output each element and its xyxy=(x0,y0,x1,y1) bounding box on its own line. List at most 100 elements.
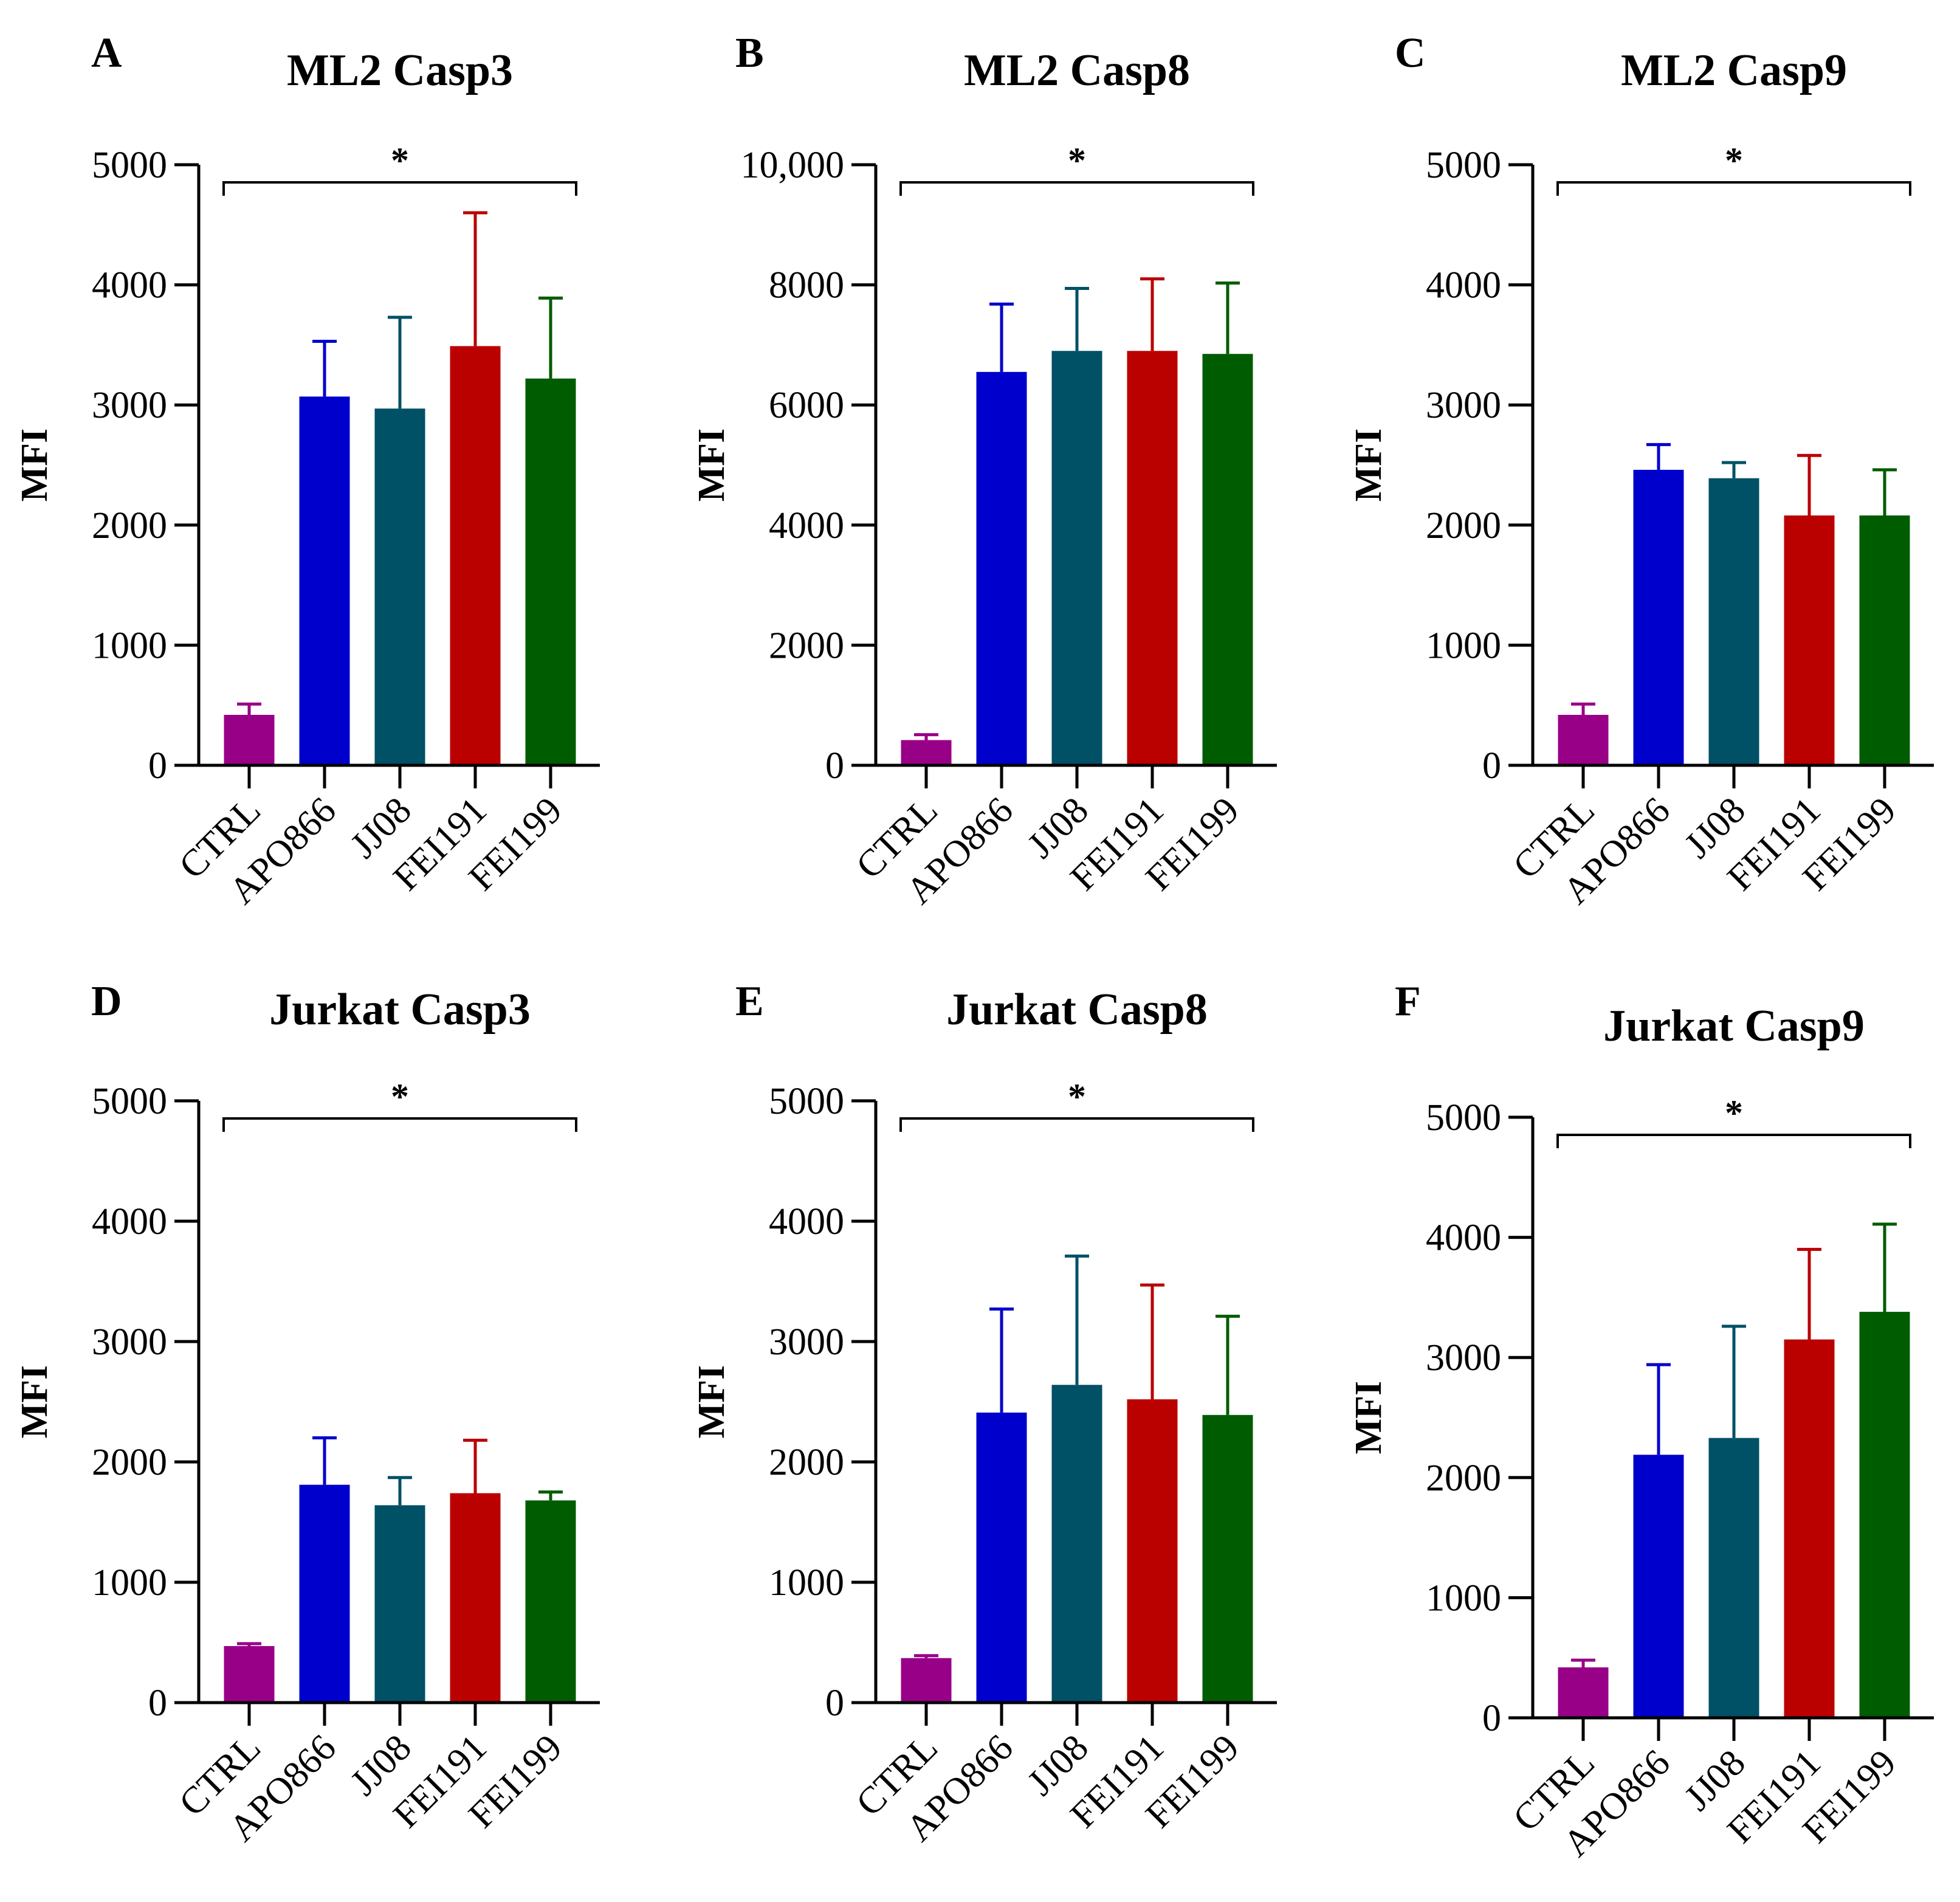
y-axis-label: MFI xyxy=(1348,429,1389,502)
y-tick-label: 3000 xyxy=(769,1321,844,1363)
y-tick-label: 3000 xyxy=(1426,385,1501,426)
panel-letter: D xyxy=(91,978,122,1025)
y-tick-label: 0 xyxy=(1482,745,1501,787)
panel-letter: C xyxy=(1395,30,1426,77)
y-axis-label: MFI xyxy=(14,429,55,502)
y-tick-label: 4000 xyxy=(1426,265,1501,306)
y-tick-label: 1000 xyxy=(1426,625,1501,666)
y-tick-label: 0 xyxy=(825,745,844,787)
significance-bracket xyxy=(1556,181,1911,196)
bar-ctrl xyxy=(1558,715,1609,765)
chart-title: ML2 Casp9 xyxy=(1621,46,1847,95)
y-tick-label: 0 xyxy=(148,745,167,787)
bar-fei199 xyxy=(1202,354,1253,765)
panel-letter: A xyxy=(91,30,122,77)
significance-star: * xyxy=(391,140,409,181)
significance-bracket xyxy=(899,1117,1254,1132)
significance-star: * xyxy=(1725,140,1743,181)
bar-fei199 xyxy=(525,1500,576,1703)
bar-jj08 xyxy=(1051,1385,1102,1703)
y-tick-label: 4000 xyxy=(769,505,844,546)
significance-star: * xyxy=(1068,1077,1086,1117)
chart-title: ML2 Casp8 xyxy=(964,46,1190,95)
panel-letter: B xyxy=(735,30,764,77)
y-tick-label: 8000 xyxy=(769,265,844,306)
y-tick-label: 2000 xyxy=(92,505,167,546)
y-tick-label: 4000 xyxy=(92,1201,167,1242)
y-tick-label: 1000 xyxy=(1426,1577,1501,1619)
y-tick-label: 2000 xyxy=(92,1442,167,1483)
bar-fei191 xyxy=(1784,1339,1835,1718)
bar-ctrl xyxy=(1558,1667,1609,1718)
chart-title: Jurkat Casp8 xyxy=(946,985,1208,1035)
y-tick-label: 3000 xyxy=(92,385,167,426)
y-tick-label: 4000 xyxy=(769,1201,844,1242)
y-axis-label: MFI xyxy=(691,429,732,502)
panel-f: F Jurkat Casp9MFICTRLAPO866JJ08FEI191FEI1… xyxy=(1348,978,1934,1864)
significance-bracket xyxy=(1556,1134,1911,1148)
panel-e: E Jurkat Casp8MFICTRLAPO866JJ08FEI191FEI1… xyxy=(691,978,1277,1849)
bar-apo866 xyxy=(976,1412,1027,1703)
y-tick-label: 0 xyxy=(825,1683,844,1724)
y-axis-label: MFI xyxy=(691,1365,732,1439)
bar-fei191 xyxy=(450,1493,501,1703)
y-tick-label: 5000 xyxy=(1426,145,1501,186)
y-tick-label: 6000 xyxy=(769,385,844,426)
bar-ctrl xyxy=(901,740,952,765)
bar-apo866 xyxy=(299,1484,350,1703)
panel-b: B ML2 Casp8MFICTRLAPO866JJ08FEI191FEI1990… xyxy=(691,30,1277,912)
bar-fei191 xyxy=(1127,351,1178,765)
bar-apo866 xyxy=(299,396,350,765)
significance-bracket xyxy=(899,181,1254,196)
bar-fei199 xyxy=(1202,1414,1253,1703)
chart-title: ML2 Casp3 xyxy=(287,46,513,95)
chart-title: Jurkat Casp3 xyxy=(269,985,531,1035)
bar-ctrl xyxy=(901,1658,952,1703)
bar-jj08 xyxy=(374,408,425,765)
bar-ctrl xyxy=(224,715,275,765)
bar-fei199 xyxy=(525,378,576,765)
y-tick-label: 1000 xyxy=(92,1562,167,1604)
bar-jj08 xyxy=(1051,351,1102,765)
bar-fei191 xyxy=(1127,1399,1178,1703)
panel-letter: F xyxy=(1395,978,1421,1025)
panel-a: A ML2 Casp3MFICTRLAPO866JJ08FEI191FEI1990… xyxy=(14,30,600,912)
bar-jj08 xyxy=(374,1505,425,1703)
panel-d: D Jurkat Casp3MFICTRLAPO866JJ08FEI191FEI1… xyxy=(14,978,600,1849)
bar-jj08 xyxy=(1708,478,1759,765)
y-tick-label: 2000 xyxy=(1426,505,1501,546)
bar-fei199 xyxy=(1859,1312,1910,1718)
chart-title: Jurkat Casp9 xyxy=(1603,1001,1865,1051)
y-tick-label: 2000 xyxy=(769,625,844,666)
significance-star: * xyxy=(1725,1093,1743,1133)
y-tick-label: 1000 xyxy=(92,625,167,666)
y-tick-label: 1000 xyxy=(769,1562,844,1604)
bar-jj08 xyxy=(1708,1438,1759,1718)
y-tick-label: 0 xyxy=(148,1683,167,1724)
bar-apo866 xyxy=(976,371,1027,765)
y-tick-label: 4000 xyxy=(1426,1218,1501,1259)
y-tick-label: 5000 xyxy=(1426,1097,1501,1139)
y-tick-label: 2000 xyxy=(769,1442,844,1483)
y-tick-label: 2000 xyxy=(1426,1458,1501,1499)
significance-star: * xyxy=(391,1077,409,1117)
bar-fei199 xyxy=(1859,515,1910,765)
y-axis-label: MFI xyxy=(14,1365,55,1439)
significance-star: * xyxy=(1068,140,1086,181)
y-tick-label: 5000 xyxy=(92,1081,167,1122)
panel-letter: E xyxy=(735,978,764,1025)
bar-apo866 xyxy=(1633,1455,1684,1718)
bar-apo866 xyxy=(1633,469,1684,765)
y-axis-label: MFI xyxy=(1348,1381,1389,1455)
bar-fei191 xyxy=(450,346,501,765)
y-tick-label: 3000 xyxy=(92,1321,167,1363)
y-tick-label: 4000 xyxy=(92,265,167,306)
y-tick-label: 0 xyxy=(1482,1698,1501,1739)
significance-bracket xyxy=(222,1117,577,1132)
significance-bracket xyxy=(222,181,577,196)
y-tick-label: 10,000 xyxy=(741,145,845,186)
y-tick-label: 5000 xyxy=(769,1081,844,1122)
bar-ctrl xyxy=(224,1645,275,1703)
panel-c: C ML2 Casp9MFICTRLAPO866JJ08FEI191FEI1990… xyxy=(1348,30,1934,912)
